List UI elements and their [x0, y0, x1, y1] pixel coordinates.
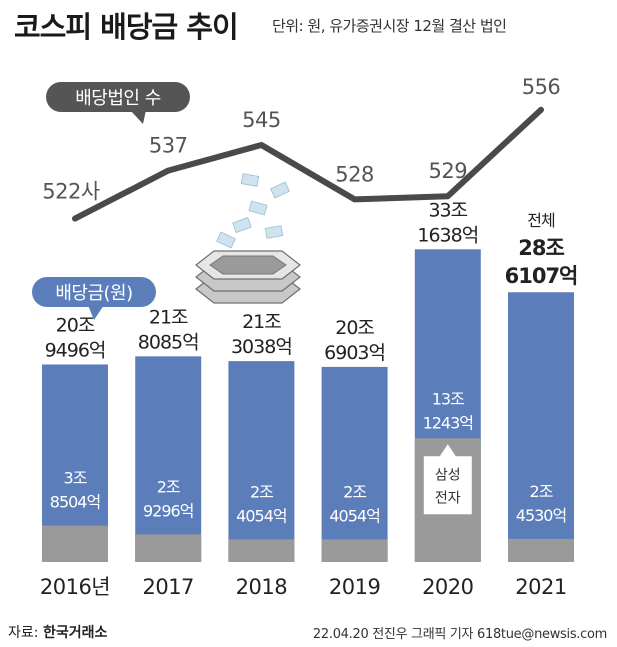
flying-bill — [264, 225, 284, 239]
flying-bill — [232, 217, 252, 233]
samsung-label-line2: 8504억 — [50, 493, 100, 512]
total-label-line2: 8085억 — [138, 331, 199, 353]
x-tick-label: 2018 — [236, 575, 287, 599]
samsung-label-line2: 4054억 — [329, 506, 379, 525]
samsung-label-line2: 4530억 — [516, 506, 566, 525]
samsung-label-line1: 13조 — [432, 389, 464, 408]
samsung-callout-line2: 전자 — [435, 490, 461, 506]
unit-note: 단위: 원, 유가증권시장 12월 결산 법인 — [272, 17, 507, 35]
x-tick-label: 2020 — [422, 575, 473, 599]
flying-bill — [248, 200, 268, 216]
total-label-line2: 6903억 — [324, 342, 385, 364]
bar-samsung — [42, 525, 108, 562]
bar-total — [321, 366, 388, 562]
samsung-label-line1: 2조 — [250, 482, 273, 501]
money-pot-illustration — [195, 173, 301, 304]
total-label-line1: 21조 — [242, 311, 281, 333]
bar-samsung — [135, 534, 202, 562]
line-point-label: 537 — [149, 134, 188, 158]
legend-badge-pointer — [130, 110, 146, 124]
legend-badge — [32, 277, 156, 307]
x-tick-label: 2019 — [329, 575, 380, 599]
total-label-line2: 6107억 — [505, 264, 578, 288]
legend-label-company-count: 배당법인 수 — [75, 88, 161, 109]
legend-company-count — [46, 82, 190, 112]
legend-label-dividend: 배당금(원) — [55, 283, 132, 304]
line-point-label: 545 — [242, 108, 281, 132]
chart-title: 코스피 배당금 추이 — [14, 10, 239, 44]
source-label: 자료: — [8, 625, 39, 641]
bar-samsung — [321, 539, 388, 562]
bar-total — [508, 292, 574, 562]
samsung-label-line1: 2조 — [157, 477, 180, 496]
samsung-label-line2: 1243억 — [423, 413, 473, 432]
source-line: 자료: 한국거래소 — [8, 622, 107, 642]
samsung-label-line1: 2조 — [343, 482, 366, 501]
legend-dividend-amount — [32, 277, 156, 320]
samsung-label-line1: 2조 — [530, 482, 553, 501]
flying-bill — [216, 231, 236, 249]
samsung-callout-box — [423, 444, 472, 515]
legend-badge — [46, 82, 190, 112]
bar-total — [135, 356, 202, 562]
total-label-line2: 9496억 — [45, 339, 106, 361]
samsung-label-line1: 3조 — [64, 469, 87, 488]
total-label-line1: 21조 — [149, 306, 188, 328]
x-tick-label: 2021 — [515, 575, 566, 599]
credit-line: 22.04.20 전진우 그래픽 기자 618tue@newsis.com — [312, 627, 607, 642]
total-prefix-label: 전체 — [527, 211, 555, 230]
samsung-label-line2: 9296억 — [143, 501, 193, 520]
pot-opening — [209, 255, 287, 275]
samsung-label-line2: 4054억 — [236, 506, 286, 525]
total-label-line1: 28조 — [518, 236, 564, 260]
line-point-label: 529 — [429, 159, 468, 183]
source-name: 한국거래소 — [42, 625, 108, 641]
bar-total — [228, 361, 295, 562]
total-label-line1: 33조 — [428, 199, 467, 221]
bar-samsung — [508, 538, 574, 562]
samsung-callout-line1: 삼성 — [435, 467, 461, 483]
total-label-line1: 20조 — [335, 317, 374, 339]
x-tick-label: 2016년 — [40, 575, 110, 599]
total-label-line2: 3038억 — [231, 336, 292, 358]
line-point-label: 528 — [335, 162, 374, 186]
flying-bill — [240, 173, 260, 187]
total-label-line1: 20조 — [56, 314, 95, 336]
flying-bill — [270, 181, 290, 199]
line-point-label: 556 — [522, 75, 561, 99]
line-point-label: 522사 — [42, 180, 100, 204]
total-label-line2: 1638억 — [417, 224, 478, 246]
bar-samsung — [228, 539, 295, 562]
x-tick-label: 2017 — [142, 575, 193, 599]
legend-badge-pointer — [88, 305, 104, 320]
line-company-count — [72, 106, 544, 222]
